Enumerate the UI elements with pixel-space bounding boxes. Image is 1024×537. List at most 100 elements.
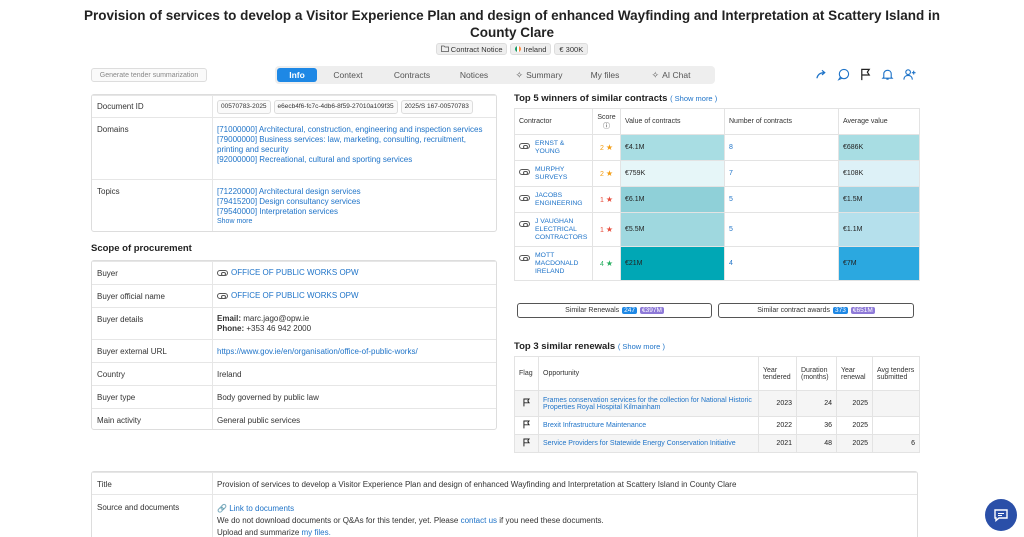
sparkle-icon: ✧ (651, 69, 660, 80)
organization-icon (519, 142, 530, 149)
generate-summary-button[interactable]: Generate tender summarization (91, 68, 207, 82)
count-cell: 4 (724, 246, 839, 281)
document-id-chip[interactable]: 2025/S 167-00570783 (400, 100, 473, 114)
document-id-chip[interactable]: e6ecb4f6-fc7c-4db6-8f59-27010a109f35 (273, 100, 398, 114)
count-link[interactable]: 4 (729, 260, 733, 267)
flag-icon[interactable] (522, 398, 531, 409)
ireland-flag-icon (515, 46, 522, 52)
average-cell: €7M (838, 246, 920, 281)
contractor-link[interactable]: J VAUGHAN ELECTRICAL CONTRACTORS (535, 217, 588, 241)
renewals-body: Frames conservation services for the col… (514, 390, 920, 453)
tab-ai-chat[interactable]: ✧ AI Chat (635, 68, 707, 82)
column-header: Flag (514, 356, 539, 391)
score-header-label: Score (597, 113, 616, 121)
share-icon[interactable] (814, 67, 828, 81)
score-value: 1 (599, 227, 604, 234)
winners-title-text: Top 5 winners of similar contracts (514, 93, 668, 104)
value-cell: €21M (620, 246, 725, 281)
bell-icon[interactable] (880, 67, 894, 81)
country-label: Country (97, 370, 126, 379)
buyer-link[interactable]: OFFICE OF PUBLIC WORKS OPW (231, 268, 359, 277)
winners-show-more-link[interactable]: ( Show more ) (670, 94, 718, 103)
chat-widget-button[interactable] (985, 499, 1017, 531)
sparkle-icon: ✧ (515, 69, 524, 80)
flag-icon[interactable] (522, 438, 531, 449)
contractor-link[interactable]: MOTT MACDONALD IRELAND (535, 251, 579, 275)
year-tendered-cell: 2021 (758, 434, 797, 453)
count-link[interactable]: 7 (729, 170, 733, 177)
title-value: Provision of services to develop a Visit… (217, 480, 737, 489)
star-icon: ★ (605, 259, 614, 268)
winner-row: JACOBS ENGINEERING 1 ★ €6.1M 5 €1.5M (514, 186, 920, 213)
my-files-link[interactable]: my files. (301, 528, 331, 537)
organization-icon (519, 194, 530, 201)
duration-cell: 36 (796, 416, 837, 435)
contact-us-link[interactable]: contact us (460, 516, 498, 525)
opportunity-link[interactable]: Frames conservation services for the col… (543, 396, 752, 411)
column-header: Opportunity (538, 356, 759, 391)
main-activity-row: Main activity General public services (92, 408, 496, 431)
page-title-line-2: County Clare (469, 25, 554, 40)
winners-body: ERNST & YOUNG 2 ★ €4.1M 8 €686K MURPHY SURVEY… (514, 134, 920, 281)
badge-row: Contract Notice Ireland € 300K (0, 43, 1024, 55)
link-to-documents[interactable]: Link to documents (229, 504, 295, 513)
phone-value: +353 46 942 2000 (246, 324, 312, 333)
similar-renewals-label: Similar Renewals (565, 307, 620, 314)
contractor-link[interactable]: JACOBS ENGINEERING (535, 191, 583, 207)
opportunity-cell: Brexit Infrastructure Maintenance (538, 416, 759, 435)
similar-renewals-button[interactable]: Similar Renewals 247 €397M (517, 303, 712, 318)
renewal-row: Service Providers for Statewide Energy C… (514, 434, 920, 453)
domain-link[interactable]: [92000000] Recreational, cultural and sp… (217, 155, 413, 164)
contractor-link[interactable]: MURPHY SURVEYS (535, 165, 568, 181)
topic-link[interactable]: [71220000] Architectural design services (217, 187, 361, 196)
tab-context[interactable]: Context (317, 68, 379, 82)
renewals-show-more-link[interactable]: ( Show more ) (617, 342, 665, 351)
year-tendered-cell: 2022 (758, 416, 797, 435)
tab-summary[interactable]: ✧ Summary (503, 68, 575, 82)
topic-link[interactable]: [79540000] Interpretation services (217, 207, 338, 216)
tab-contracts[interactable]: Contracts (379, 68, 445, 82)
count-link[interactable]: 5 (729, 196, 733, 203)
similar-awards-value: €651M (850, 307, 875, 314)
tab-my-files[interactable]: My files (575, 68, 635, 82)
count-cell: 5 (724, 212, 839, 247)
value-cell: €6.1M (620, 186, 725, 213)
score-value: 2 (599, 171, 604, 178)
contractor-link[interactable]: ERNST & YOUNG (535, 139, 565, 155)
flag-icon[interactable] (858, 67, 872, 81)
star-icon: ★ (605, 143, 614, 152)
domain-link[interactable]: [71000000] Architectural, construction, … (217, 125, 483, 134)
document-id-chip[interactable]: 00570783-2025 (217, 100, 271, 114)
page-title: Provision of services to develop a Visit… (0, 7, 1024, 41)
email-value: marc.jago@opw.ie (243, 314, 310, 323)
opportunity-cell: Service Providers for Statewide Energy C… (538, 434, 759, 453)
buyer-official-link[interactable]: OFFICE OF PUBLIC WORKS OPW (231, 291, 359, 300)
value-badge: € 300K (554, 43, 589, 55)
opportunity-cell: Frames conservation services for the col… (538, 390, 759, 417)
domain-link[interactable]: [79000000] Business services: law, marke… (217, 135, 467, 154)
star-icon: ★ (605, 169, 614, 178)
opportunity-link[interactable]: Brexit Infrastructure Maintenance (543, 422, 647, 429)
similar-awards-button[interactable]: Similar contract awards 373 €651M (718, 303, 914, 318)
star-icon: ★ (605, 225, 614, 234)
tab-notices[interactable]: Notices (445, 68, 503, 82)
count-link[interactable]: 8 (729, 144, 733, 151)
flag-icon[interactable] (522, 420, 531, 431)
opportunity-link[interactable]: Service Providers for Statewide Energy C… (543, 440, 736, 447)
topic-link[interactable]: [79415200] Design consultancy services (217, 197, 361, 206)
tab-info[interactable]: Info (277, 68, 317, 82)
organization-icon (519, 254, 530, 261)
scope-panel: Buyer OFFICE OF PUBLIC WORKS OPW Buyer o… (91, 260, 497, 430)
winner-row: MURPHY SURVEYS 2 ★ €759K 7 €108K (514, 160, 920, 187)
comment-icon[interactable] (836, 67, 850, 81)
star-icon: ★ (605, 195, 614, 204)
renewals-title-text: Top 3 similar renewals (514, 341, 616, 352)
scope-title: Scope of procurement (91, 243, 192, 254)
count-link[interactable]: 5 (729, 226, 733, 233)
tender-summary-panel: Title Provision of services to develop a… (91, 471, 918, 537)
winner-row: MOTT MACDONALD IRELAND 4 ★ €21M 4 €7M (514, 246, 920, 281)
show-more-topics-link[interactable]: Show more (217, 218, 253, 225)
year-tendered-cell: 2023 (758, 390, 797, 417)
add-user-icon[interactable] (902, 67, 916, 81)
external-url-link[interactable]: https://www.gov.ie/en/organisation/offic… (217, 347, 418, 356)
